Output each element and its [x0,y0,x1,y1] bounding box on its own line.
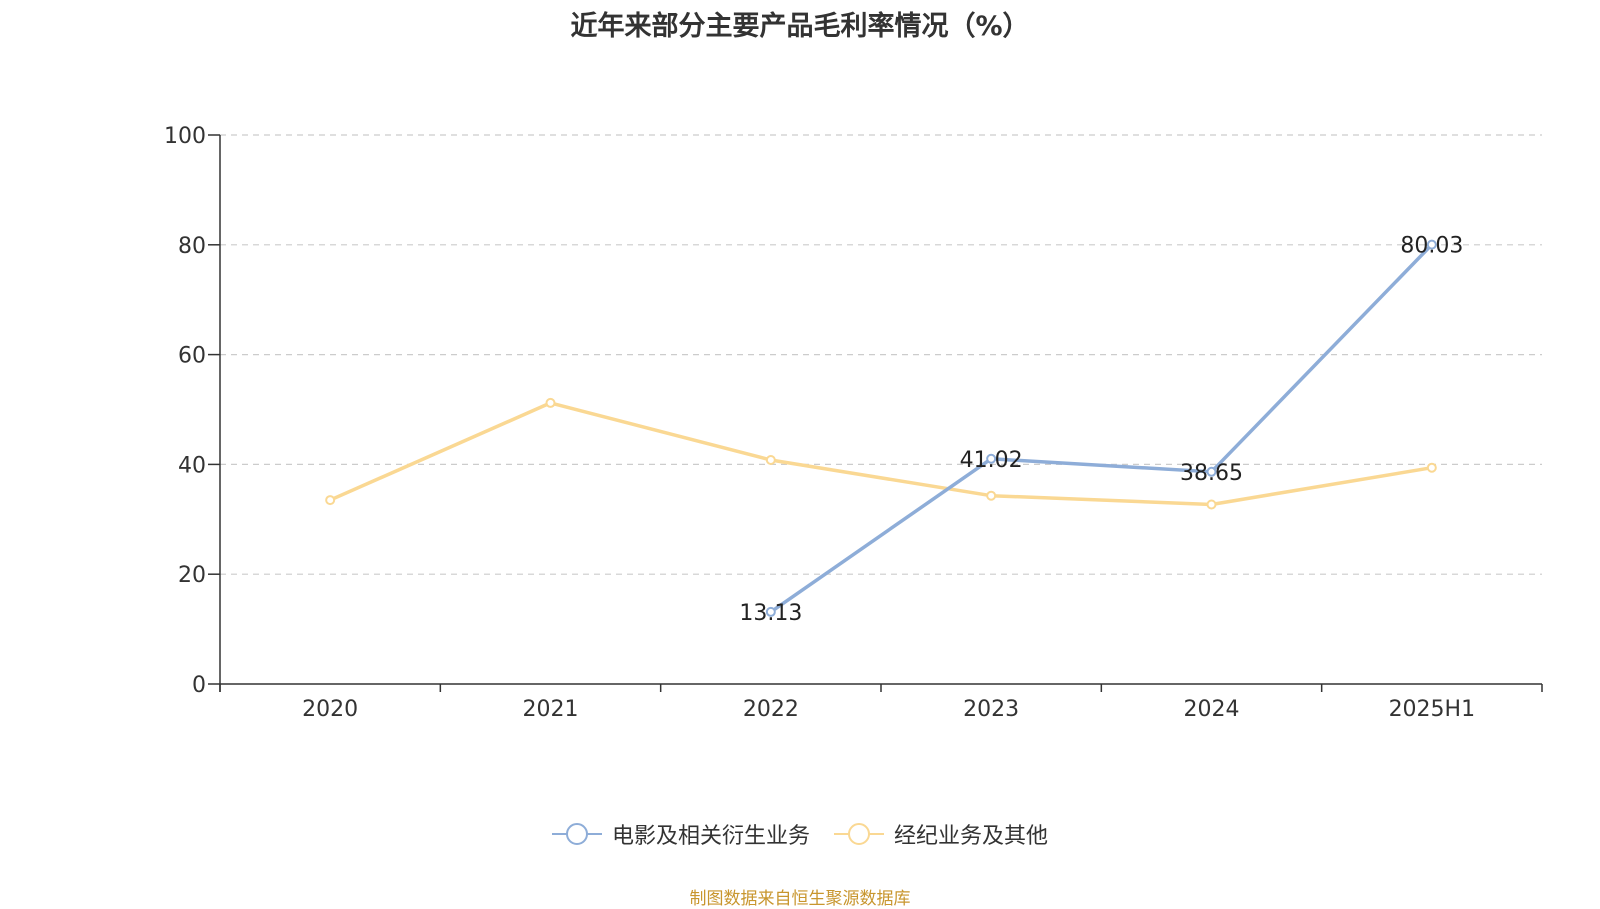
data-labels: 13.13 41.02 38.65 80.03 [739,234,1463,626]
chart-title: 近年来部分主要产品毛利率情况（%） [570,11,1030,42]
x-tick-label: 2021 [523,697,579,722]
data-point [1206,499,1217,510]
data-point [325,495,336,506]
data-point [765,455,776,466]
axes: 0 20 40 60 80 100 2020 2021 2022 2023 2024 2025H1 [164,124,1543,722]
grid-lines [220,134,1542,575]
data-point [765,606,776,617]
series-lines [325,239,1437,617]
data-label: 13.13 [739,601,802,626]
data-point [1206,466,1217,477]
y-tick-label: 0 [192,673,206,698]
y-tick-label: 60 [178,344,206,369]
x-tick-label: 2024 [1184,697,1240,722]
x-tick-label: 2020 [302,697,358,722]
data-point [986,453,997,464]
legend-label-brokerage: 经纪业务及其他 [894,824,1049,849]
legend-line-circle-icon [834,823,884,845]
data-label: 38.65 [1180,461,1243,486]
series-line-0 [769,242,1434,614]
legend-item-brokerage[interactable]: 经纪业务及其他 [834,818,1048,850]
series-line-1 [328,401,1434,507]
y-tick-label: 100 [164,124,206,149]
x-tick-label: 2025H1 [1389,697,1476,722]
y-tick-label: 80 [178,234,206,259]
legend-line-circle-icon [551,823,602,845]
legend-item-film[interactable]: 电影及相关衍生业务 [551,818,810,850]
data-point [1426,462,1437,473]
data-label: 80.03 [1400,234,1463,259]
data-point [1426,239,1437,250]
x-tick-label: 2022 [743,697,799,722]
y-tick-label: 40 [178,453,206,478]
data-label: 41.02 [960,448,1023,473]
x-tick-label: 2023 [963,697,1019,722]
legend: 电影及相关衍生业务 经纪业务及其他 [0,818,1600,850]
data-point [545,397,556,408]
data-point [986,490,997,501]
legend-label-film: 电影及相关衍生业务 [611,824,810,849]
data-source-note: 制图数据来自恒生聚源数据库 [689,889,911,909]
y-tick-label: 20 [178,563,206,588]
